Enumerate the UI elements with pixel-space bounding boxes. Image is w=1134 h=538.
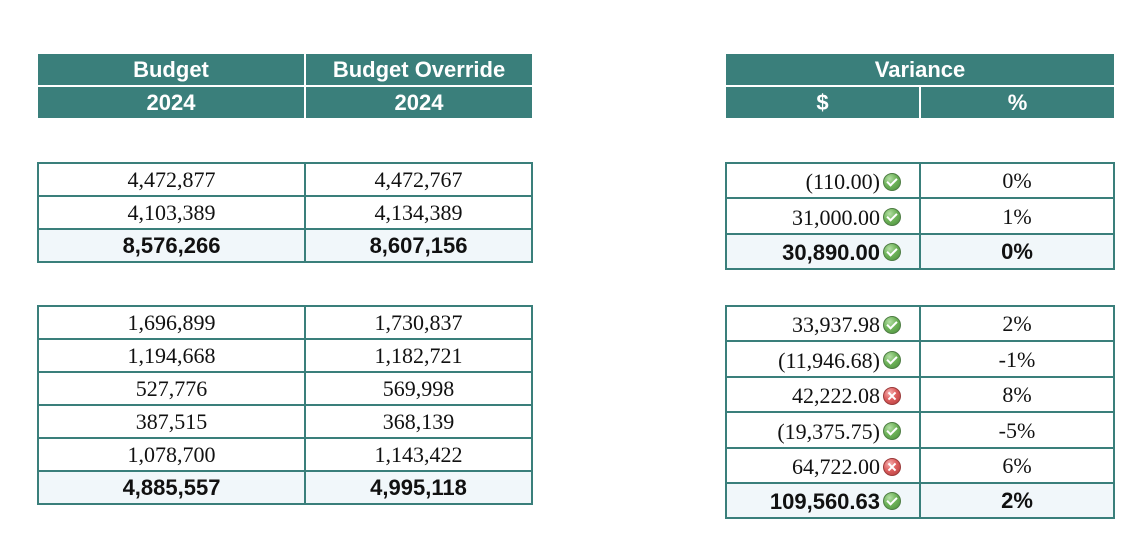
budget-total-cell: 8,576,266 <box>37 228 306 263</box>
table-row: 4,472,877 4,472,767 <box>37 162 533 197</box>
variance-total-percent-cell: 2% <box>919 482 1115 519</box>
budget-cell: 4,472,877 <box>37 162 306 197</box>
override-total-cell: 8,607,156 <box>304 228 533 263</box>
variance-total-percent-cell: 0% <box>919 232 1115 270</box>
variance-amount: 42,222.08 <box>792 383 880 409</box>
override-total-cell: 4,995,118 <box>304 470 533 505</box>
table-row: 4,103,389 4,134,389 <box>37 195 533 230</box>
variance-amount: (11,946.68) <box>778 347 880 373</box>
check-circle-icon <box>883 315 901 334</box>
table-row: 1,078,700 1,143,422 <box>37 437 533 472</box>
table-row: 64,722.00 6% <box>725 446 1115 485</box>
check-circle-icon <box>883 422 901 441</box>
total-row: 30,890.00 0% <box>725 232 1115 270</box>
budget-total-cell: 4,885,557 <box>37 470 306 505</box>
variance-amount: (110.00) <box>805 169 880 195</box>
variance-amount: 64,722.00 <box>792 454 880 480</box>
check-circle-icon <box>883 492 901 511</box>
variance-header-table: Variance $ % <box>723 52 1117 120</box>
variance-amount-cell: 31,000.00 <box>725 197 921 235</box>
table-row: (11,946.68) -1% <box>725 340 1115 378</box>
check-circle-icon <box>883 351 901 370</box>
table-row: (19,375.75) -5% <box>725 411 1115 449</box>
variance-total-amount: 30,890.00 <box>782 239 880 265</box>
variance-amount-cell: (19,375.75) <box>725 411 921 449</box>
override-cell: 569,998 <box>304 371 533 406</box>
total-row: 4,885,557 4,995,118 <box>37 470 533 505</box>
total-row: 109,560.63 2% <box>725 482 1115 519</box>
variance-percent-cell: -1% <box>919 340 1115 378</box>
table-row: 42,222.08 8% <box>725 375 1115 414</box>
variance-amount-cell: (11,946.68) <box>725 340 921 378</box>
budget-cell: 527,776 <box>37 371 306 406</box>
variance-percent-cell: -5% <box>919 411 1115 449</box>
group1-variance-table: (110.00) 0% 31,000.00 1% 30,890.00 0% <box>725 161 1115 270</box>
budget-year-header: 2024 <box>36 85 306 120</box>
check-circle-icon <box>883 243 901 262</box>
variance-header: Variance <box>723 52 1117 87</box>
variance-percent-cell: 0% <box>919 161 1115 200</box>
budget-cell: 1,696,899 <box>37 305 306 340</box>
override-cell: 1,143,422 <box>304 437 533 472</box>
budget-override-header: Budget Override <box>304 52 534 87</box>
variance-total-amount: 109,560.63 <box>769 488 880 514</box>
group2-budget-table: 1,696,899 1,730,837 1,194,668 1,182,721 … <box>37 305 533 505</box>
table-row: (110.00) 0% <box>725 161 1115 200</box>
budget-cell: 387,515 <box>37 404 306 439</box>
override-cell: 4,472,767 <box>304 162 533 197</box>
group1-budget-table: 4,472,877 4,472,767 4,103,389 4,134,389 … <box>37 162 533 263</box>
override-cell: 4,134,389 <box>304 195 533 230</box>
override-cell: 368,139 <box>304 404 533 439</box>
group2-variance-table: 33,937.98 2% (11,946.68) -1% 42,222.08 8… <box>725 304 1115 519</box>
table-row: 1,696,899 1,730,837 <box>37 305 533 340</box>
variance-amount: 31,000.00 <box>792 204 880 230</box>
budget-override-year-header: 2024 <box>304 85 534 120</box>
variance-dollar-header: $ <box>724 85 921 120</box>
variance-amount-cell: 64,722.00 <box>725 446 921 485</box>
variance-percent-cell: 8% <box>919 375 1115 414</box>
override-cell: 1,182,721 <box>304 338 533 373</box>
table-row: 33,937.98 2% <box>725 304 1115 343</box>
budget-cell: 1,078,700 <box>37 437 306 472</box>
x-circle-icon <box>883 457 901 476</box>
variance-percent-header: % <box>918 85 1117 120</box>
table-row: 527,776 569,998 <box>37 371 533 406</box>
variance-total-amount-cell: 30,890.00 <box>725 232 921 270</box>
budget-cell: 1,194,668 <box>37 338 306 373</box>
table-row: 387,515 368,139 <box>37 404 533 439</box>
variance-percent-cell: 1% <box>919 197 1115 235</box>
check-circle-icon <box>883 172 901 191</box>
check-circle-icon <box>883 208 901 227</box>
budget-header: Budget <box>36 52 306 87</box>
budget-cell: 4,103,389 <box>37 195 306 230</box>
variance-total-amount-cell: 109,560.63 <box>725 482 921 519</box>
table-row: 31,000.00 1% <box>725 197 1115 235</box>
total-row: 8,576,266 8,607,156 <box>37 228 533 263</box>
x-circle-icon <box>883 386 901 405</box>
variance-percent-cell: 6% <box>919 446 1115 485</box>
variance-amount-cell: 33,937.98 <box>725 304 921 343</box>
variance-amount-cell: 42,222.08 <box>725 375 921 414</box>
variance-amount: (19,375.75) <box>777 418 880 444</box>
variance-amount: 33,937.98 <box>792 312 880 338</box>
override-cell: 1,730,837 <box>304 305 533 340</box>
budget-header-table: Budget Budget Override 2024 2024 <box>36 52 534 120</box>
variance-amount-cell: (110.00) <box>725 161 921 200</box>
variance-percent-cell: 2% <box>919 304 1115 343</box>
table-row: 1,194,668 1,182,721 <box>37 338 533 373</box>
